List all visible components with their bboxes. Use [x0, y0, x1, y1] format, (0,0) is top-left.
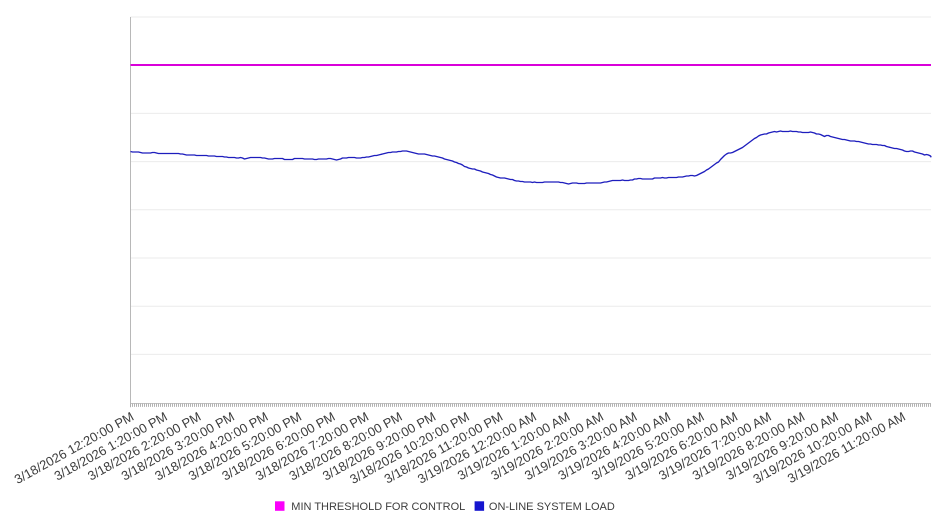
- svg-text:ON-LINE SYSTEM LOAD: ON-LINE SYSTEM LOAD: [489, 501, 615, 513]
- svg-text:MIN THRESHOLD FOR CONTROL: MIN THRESHOLD FOR CONTROL: [291, 501, 465, 513]
